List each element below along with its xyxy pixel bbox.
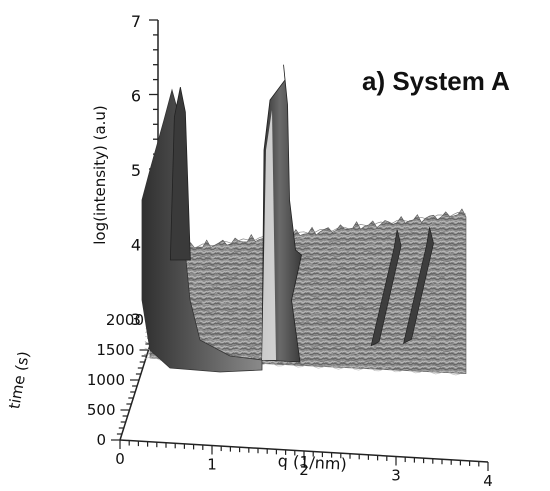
time-tick-label: 1000 — [87, 371, 125, 389]
q-axis-title: q (1/nm) — [277, 451, 347, 474]
q-tick-label: 4 — [483, 472, 493, 486]
q-tick-label: 3 — [391, 467, 401, 485]
mesh-line — [147, 280, 464, 299]
z-tick-label: 3 — [131, 310, 141, 329]
mesh-line — [148, 257, 465, 284]
peak — [169, 86, 191, 261]
mesh-line — [148, 234, 466, 268]
q-tick-label: 2 — [299, 461, 309, 479]
surface — [141, 64, 467, 376]
mesh-line — [147, 265, 465, 289]
axis-labels: 3 4 5 6 7 0 500 1000 1500 2000 0 1 2 3 4 log(intensity)… — [5, 12, 493, 490]
z-tick-label: 7 — [131, 12, 141, 31]
time-tick-label: 0 — [96, 431, 106, 449]
mesh-line — [146, 310, 463, 320]
time-tick-label: 2000 — [106, 311, 144, 329]
mesh-line — [149, 227, 466, 264]
peak-highlight — [262, 110, 276, 360]
time-tick-label: 500 — [87, 401, 116, 419]
z-axis-title: log(intensity) (a.u) — [91, 105, 109, 245]
mesh-line — [148, 249, 465, 279]
mesh-line — [149, 220, 466, 259]
time-tick-label: 1500 — [96, 341, 134, 359]
z-tick-label: 6 — [131, 87, 141, 106]
q-tick-label: 1 — [207, 456, 217, 474]
q-tick-label: 0 — [115, 450, 125, 468]
mesh-line — [147, 287, 464, 304]
mesh-line — [149, 212, 467, 254]
z-tick-label: 4 — [131, 236, 141, 255]
mesh-line — [146, 295, 463, 309]
time-axis-title: time (s) — [5, 350, 33, 410]
peak — [403, 227, 434, 344]
peak — [370, 229, 402, 347]
panel-label: a) System A — [362, 66, 510, 96]
mesh-line — [147, 272, 464, 295]
z-tick-label: 5 — [131, 161, 141, 180]
mesh-line — [148, 241, 466, 274]
mesh-line — [146, 303, 463, 315]
low-q-wall — [141, 88, 263, 373]
